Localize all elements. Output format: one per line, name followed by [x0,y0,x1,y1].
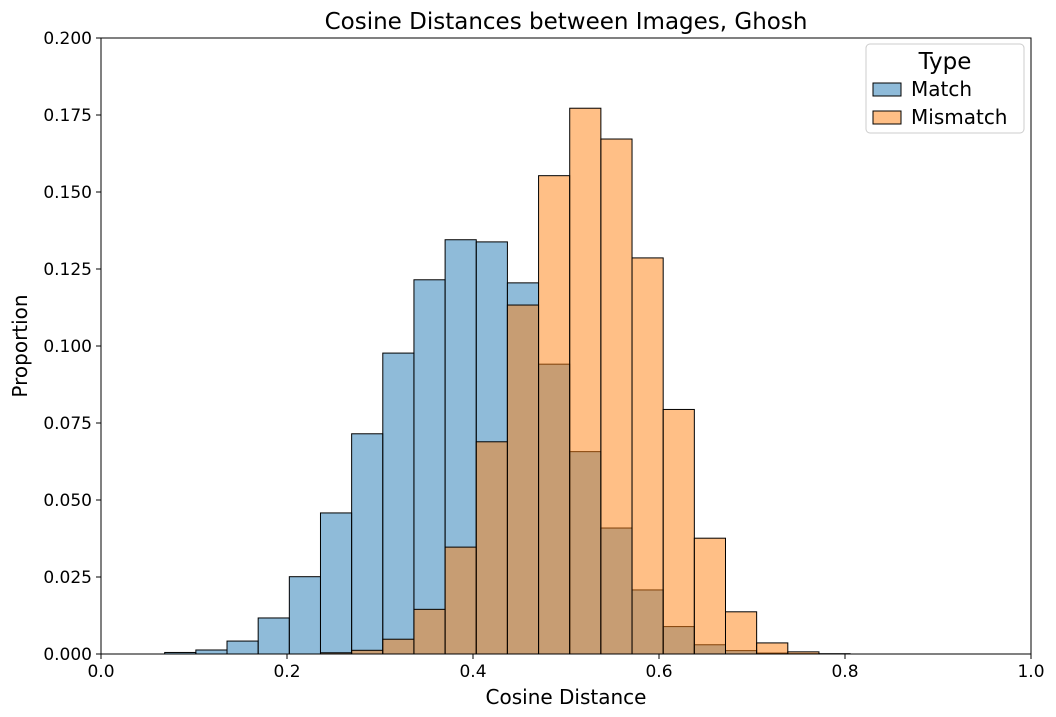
bar-match-6 [351,433,384,655]
bar-mismatch-12 [538,175,571,655]
bar-match-4 [288,576,321,655]
bar-mismatch-8 [413,608,446,655]
y-tick-label: 0.125 [43,260,92,280]
bar-mismatch-15 [631,257,664,655]
x-tick-label: 1.0 [1017,662,1044,682]
x-axis: 0.0 0.2 0.4 0.6 0.8 1.0 [87,654,1045,682]
bar-match-8 [413,279,446,655]
y-axis: 0.000 0.025 0.050 0.075 0.100 0.125 0.150 0.175… [43,29,101,665]
y-tick-label: 0.050 [43,491,92,511]
legend-label-mismatch: Mismatch [911,105,1007,129]
y-tick-label: 0.000 [43,645,92,665]
bar-mismatch-18 [724,611,758,655]
bar-mismatch-19 [756,642,789,655]
bar-mismatch-6 [351,649,384,655]
bars-layer [164,107,851,655]
legend-title: Type [918,49,972,75]
bar-mismatch-13 [569,107,602,655]
bar-match-5 [319,512,353,655]
bar-mismatch-17 [693,537,726,655]
x-tick-label: 0.2 [273,662,300,682]
x-tick-label: 0.0 [87,662,114,682]
bar-match-7 [382,352,415,655]
y-tick-label: 0.100 [43,337,92,357]
legend: Type Match Mismatch [865,43,1025,134]
y-tick-label: 0.150 [43,183,92,203]
bar-match-3 [257,617,290,655]
y-tick-label: 0.075 [43,414,92,434]
legend-swatch-match [872,82,902,97]
bar-mismatch-10 [475,441,508,655]
legend-box [865,43,1025,134]
legend-label-match: Match [911,77,972,101]
y-tick-label: 0.025 [43,568,92,588]
bar-mismatch-7 [382,638,415,655]
x-axis-title: Cosine Distance [486,685,647,709]
x-tick-label: 0.8 [831,662,858,682]
bar-mismatch-9 [444,546,477,655]
bar-mismatch-14 [600,138,633,655]
bar-mismatch-16 [662,408,695,655]
y-tick-label: 0.200 [43,29,92,49]
x-tick-label: 0.4 [459,662,486,682]
bar-match-1 [195,649,228,655]
chart-title: Cosine Distances between Images, Ghosh [325,9,808,35]
legend-swatch-mismatch [872,110,902,125]
y-axis-title: Proportion [8,294,32,397]
bar-mismatch-11 [506,304,540,655]
x-tick-label: 0.6 [645,662,672,682]
bar-match-2 [226,640,259,655]
y-tick-label: 0.175 [43,106,92,126]
